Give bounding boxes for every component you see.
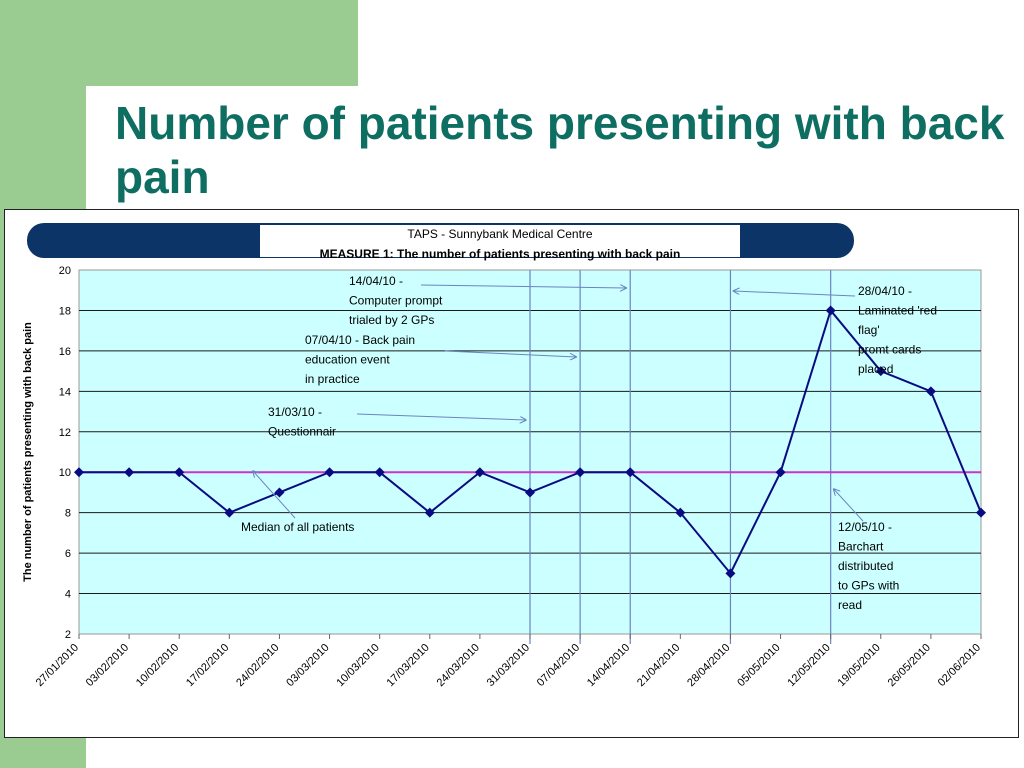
x-tick-label: 19/05/2010 — [835, 642, 882, 689]
decorative-green-corner — [0, 0, 358, 86]
data-point — [825, 305, 836, 316]
data-point — [575, 467, 586, 478]
x-tick-label: 07/04/2010 — [535, 642, 582, 689]
annotation-arrow — [834, 489, 864, 522]
annotation-text: 07/04/10 - Back pain education event in pr… — [305, 333, 415, 386]
y-tick-label: 6 — [65, 548, 71, 560]
y-tick-label: 16 — [59, 346, 71, 358]
x-tick-label: 17/02/2010 — [184, 642, 231, 689]
series-layer — [74, 305, 986, 579]
annotations: 14/04/10 -Computer prompt trialed by 2 GP… — [241, 274, 937, 612]
data-point — [74, 467, 84, 478]
y-tick-label: 20 — [59, 265, 71, 277]
y-tick-label: 2 — [65, 629, 71, 641]
x-tick-label: 27/01/2010 — [34, 642, 81, 689]
x-tick-label: 05/05/2010 — [735, 642, 782, 689]
annotation-text: 12/05/10 -Barchart distributed to GPs with… — [838, 520, 899, 612]
data-point — [875, 366, 886, 377]
data-point — [224, 507, 235, 518]
data-point — [474, 467, 485, 478]
data-point — [625, 467, 636, 478]
data-point — [976, 507, 986, 518]
x-tick-label: 10/02/2010 — [134, 642, 181, 689]
y-tick-label: 8 — [65, 508, 71, 520]
data-point — [775, 467, 786, 478]
slide-title: Number of patients presenting with back … — [115, 97, 1005, 203]
y-tick-label: 12 — [59, 427, 71, 439]
data-point — [324, 467, 335, 478]
x-tick-label: 26/05/2010 — [886, 642, 933, 689]
annotation-text: Median of all patients — [241, 520, 354, 534]
annotation-text: 14/04/10 -Computer prompt trialed by 2 GP… — [349, 274, 443, 327]
event-lines — [529, 270, 832, 644]
data-point — [925, 386, 936, 397]
x-tick-label: 24/02/2010 — [234, 642, 281, 689]
x-tick-label: 03/03/2010 — [284, 642, 331, 689]
chart-title: TAPS - Sunnybank Medical Centre — [407, 227, 593, 241]
x-tick-label: 14/04/2010 — [585, 642, 632, 689]
annotation-arrow — [420, 285, 626, 288]
data-point — [274, 487, 285, 498]
data-point — [424, 507, 435, 518]
x-tick-label: 28/04/2010 — [685, 642, 732, 689]
x-tick-label: 10/03/2010 — [334, 642, 381, 689]
y-tick-label: 14 — [59, 386, 71, 398]
chart-frame: TAPS - Sunnybank Medical Centre MEASURE … — [4, 209, 1019, 738]
data-point — [174, 467, 185, 478]
data-point — [725, 568, 736, 579]
annotation-arrow — [733, 291, 856, 297]
y-tick-label: 10 — [59, 467, 71, 479]
annotation-arrow — [356, 413, 526, 420]
chart-subtitle: MEASURE 1: The number of patients presen… — [320, 247, 681, 261]
x-tick-label: 24/03/2010 — [435, 642, 482, 689]
annotation-text: 28/04/10 -Laminated 'red flag' promt cards… — [858, 284, 937, 376]
x-tick-label: 12/05/2010 — [785, 642, 832, 689]
x-tick-label: 17/03/2010 — [384, 642, 431, 689]
annotation-arrow — [444, 350, 576, 357]
data-point — [525, 487, 535, 498]
x-tick-label: 21/04/2010 — [635, 642, 682, 689]
x-tick-labels: 27/01/2010 03/02/2010 10/02/2010 17/02/2010… — [34, 634, 983, 689]
data-point — [675, 507, 686, 518]
data-point — [374, 467, 385, 478]
annotation-arrow — [253, 471, 296, 519]
x-tick-label: 02/06/2010 — [936, 642, 983, 689]
y-tick-label: 18 — [59, 305, 71, 317]
y-axis-label: The number of patients presenting with b… — [22, 322, 34, 582]
y-tick-labels: 2 4 6 8 10 12 14 16 18 20 — [59, 265, 71, 641]
data-point — [124, 467, 135, 478]
line-chart: TAPS - Sunnybank Medical Centre MEASURE … — [22, 223, 986, 689]
annotation-text: 31/03/10 -Questionnair — [268, 405, 336, 439]
y-tick-label: 4 — [65, 589, 71, 601]
x-tick-label: 31/03/2010 — [485, 642, 532, 689]
x-tick-label: 03/02/2010 — [84, 642, 131, 689]
chart-title-background — [260, 225, 740, 257]
